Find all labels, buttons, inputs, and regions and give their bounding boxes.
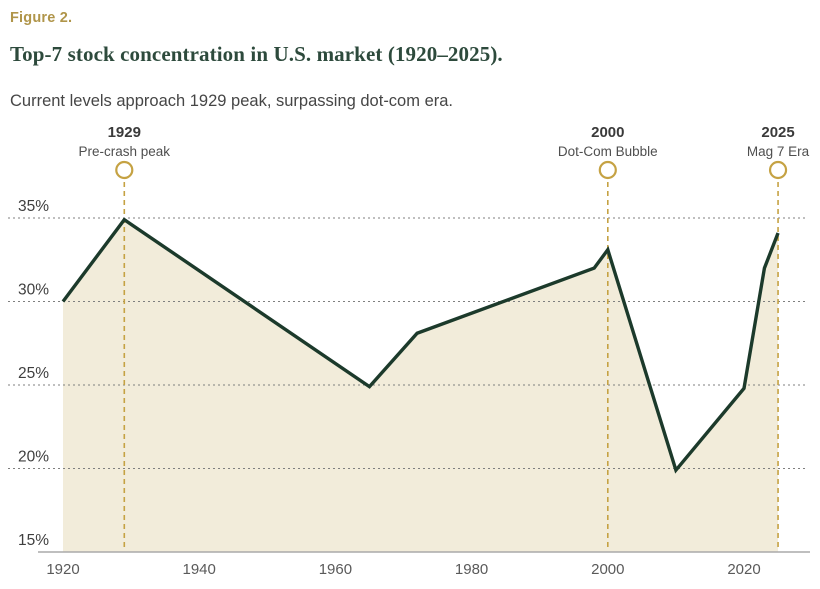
- x-axis-label: 1980: [455, 561, 488, 578]
- x-axis-label: 2020: [727, 561, 760, 578]
- event-year-label: 2025: [761, 124, 794, 141]
- y-axis-label: 25%: [18, 365, 49, 382]
- event-sublabel: Dot-Com Bubble: [558, 144, 658, 159]
- chart-title: Top-7 stock concentration in U.S. market…: [10, 42, 503, 66]
- y-axis-label: 35%: [18, 198, 49, 215]
- figure-label: Figure 2.: [10, 10, 73, 26]
- chart-subtitle: Current levels approach 1929 peak, surpa…: [10, 92, 453, 110]
- event-sublabel: Pre-crash peak: [79, 144, 171, 159]
- x-axis-label: 1940: [183, 561, 216, 578]
- y-axis-label: 20%: [18, 449, 49, 466]
- event-marker-circle: [768, 160, 788, 180]
- event-year-label: 2000: [591, 124, 624, 141]
- trend-line: [61, 217, 780, 474]
- area-fill: [63, 219, 779, 553]
- event-sublabel: Mag 7 Era: [747, 144, 810, 159]
- x-axis-label: 1920: [46, 561, 79, 578]
- x-axis-label: 1960: [319, 561, 352, 578]
- x-axis-label: 2000: [591, 561, 624, 578]
- event-marker-circle: [115, 160, 134, 180]
- y-axis-label: 15%: [18, 532, 49, 549]
- event-marker-circle: [598, 160, 617, 180]
- y-axis-label: 30%: [18, 282, 49, 299]
- event-year-label: 1929: [108, 124, 141, 141]
